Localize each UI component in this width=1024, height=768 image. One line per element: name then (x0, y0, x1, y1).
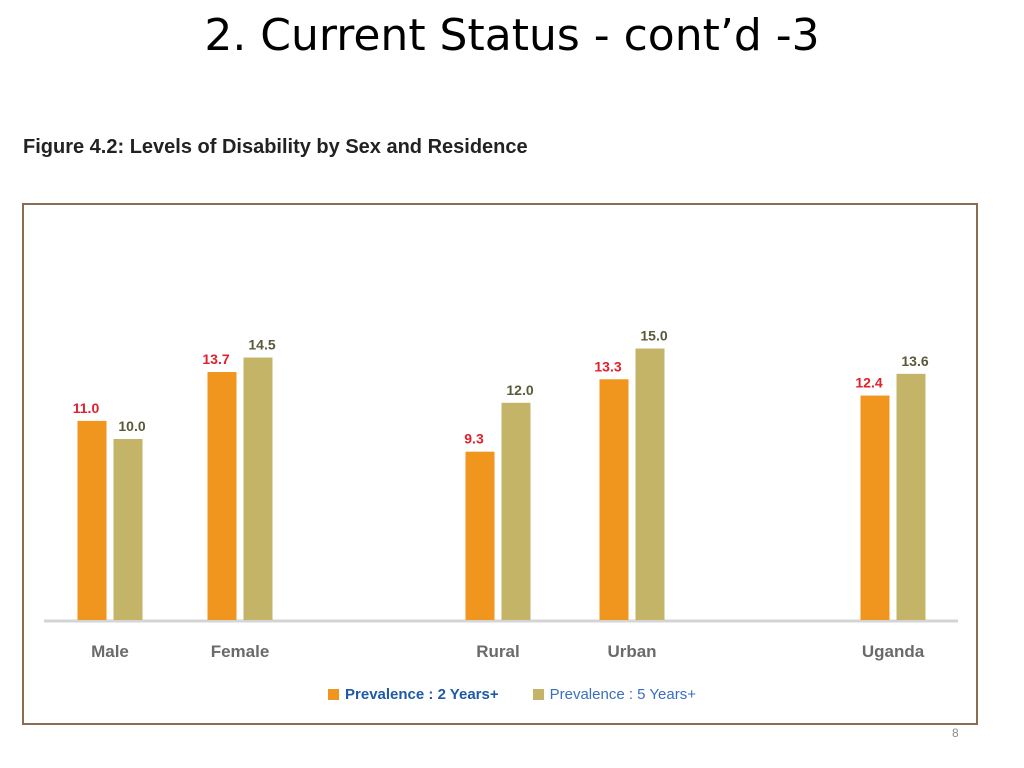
legend-swatch-5-years (532, 689, 544, 700)
legend-label-5-years: Prevalence : 5 Years+ (549, 686, 696, 703)
bar-male-2-years (77, 420, 107, 620)
bar-female-2-years (207, 372, 237, 620)
data-label-rural-5-years: 12.0 (506, 382, 533, 398)
category-label-rural: Rural (476, 642, 519, 661)
data-label-uganda-5-years: 13.6 (901, 353, 928, 369)
slide-number: 8 (952, 726, 959, 740)
figure-caption: Figure 4.2: Levels of Disability by Sex … (23, 136, 528, 158)
category-label-male: Male (91, 642, 129, 661)
legend-swatch-2-years (328, 689, 340, 700)
slide-title: 2. Current Status - cont’d -3 (204, 10, 820, 61)
data-label-urban-2-years: 13.3 (594, 358, 621, 374)
bar-female-5-years (243, 357, 273, 620)
category-label-female: Female (211, 642, 270, 661)
bar-rural-5-years (501, 402, 531, 620)
category-label-uganda: Uganda (862, 642, 925, 661)
bar-uganda-5-years (896, 373, 926, 620)
data-label-rural-2-years: 9.3 (464, 431, 484, 447)
data-label-uganda-2-years: 12.4 (855, 375, 882, 391)
chart-frame (22, 203, 978, 725)
legend-item-5-years: Prevalence : 5 Years+ (532, 686, 696, 703)
bar-rural-2-years (465, 451, 495, 620)
chart-legend: Prevalence : 2 Years+ Prevalence : 5 Yea… (0, 686, 1024, 703)
legend-item-2-years: Prevalence : 2 Years+ (328, 686, 499, 703)
data-label-male-2-years: 11.0 (73, 400, 100, 416)
data-label-urban-5-years: 15.0 (640, 328, 667, 344)
data-label-female-5-years: 14.5 (248, 337, 275, 353)
bar-urban-2-years (599, 379, 629, 620)
bar-male-5-years (113, 439, 143, 620)
data-label-male-5-years: 10.0 (118, 418, 145, 434)
legend-label-2-years: Prevalence : 2 Years+ (345, 686, 499, 703)
bar-urban-5-years (635, 348, 665, 620)
data-label-female-2-years: 13.7 (202, 351, 229, 367)
category-label-urban: Urban (607, 642, 656, 661)
bar-uganda-2-years (860, 395, 890, 620)
